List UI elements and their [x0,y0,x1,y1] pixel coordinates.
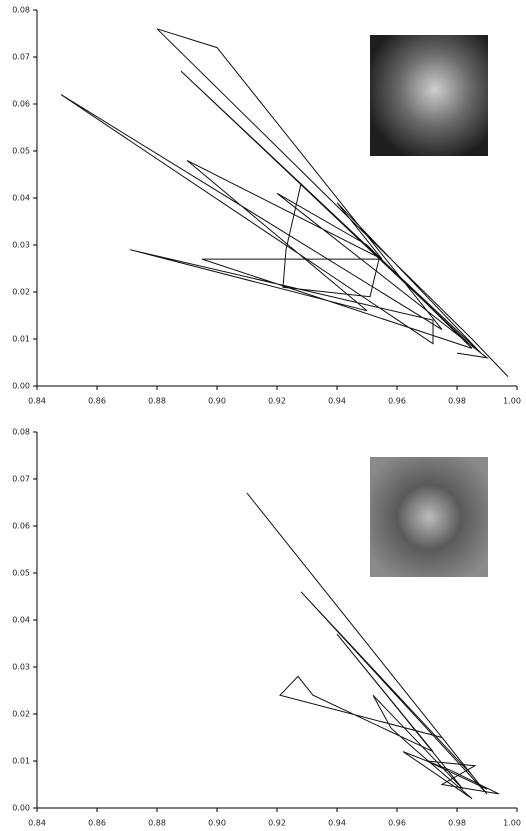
y-tick-label: 0.03 [12,663,30,672]
baboon-image [370,457,488,577]
x-tick-label: 0.94 [328,819,346,828]
x-tick-label: 0.88 [148,397,166,406]
y-tick-label: 0.05 [12,147,30,156]
x-tick-label: 0.90 [208,819,226,828]
y-tick-label: 0.01 [12,757,30,766]
y-tick-label: 0.06 [12,522,30,531]
x-tick-label: 0.84 [28,819,46,828]
x-tick-label: 0.86 [88,397,106,406]
x-tick-label: 1.00 [503,397,521,406]
x-tick-label: 0.96 [388,397,406,406]
y-tick-label: 0.00 [12,382,30,391]
data-line [246,492,500,800]
x-tick-label: 0.96 [388,819,406,828]
x-tick-label: 1.00 [503,819,521,828]
y-tick-label: 0.03 [12,241,30,250]
x-tick-label: 0.98 [448,819,466,828]
data-line [60,28,509,377]
x-tick-label: 0.92 [268,397,286,406]
x-tick-label: 0.86 [88,819,106,828]
y-tick-label: 0.04 [12,194,30,203]
y-tick-label: 0.07 [12,53,30,62]
y-tick-label: 0.02 [12,288,30,297]
x-tick-label: 0.94 [328,397,346,406]
x-tick-label: 0.88 [148,819,166,828]
y-tick-label: 0.00 [12,804,30,813]
x-tick-label: 0.84 [28,397,46,406]
x-tick-label: 0.98 [448,397,466,406]
y-tick-label: 0.02 [12,710,30,719]
x-tick-label: 0.92 [268,819,286,828]
y-tick-label: 0.08 [12,428,30,437]
y-tick-label: 0.05 [12,569,30,578]
y-tick-label: 0.01 [12,335,30,344]
y-tick-label: 0.06 [12,100,30,109]
y-tick-label: 0.04 [12,616,30,625]
y-tick-label: 0.08 [12,6,30,15]
x-tick-label: 0.90 [208,397,226,406]
y-tick-label: 0.07 [12,475,30,484]
lena-image [370,35,488,156]
